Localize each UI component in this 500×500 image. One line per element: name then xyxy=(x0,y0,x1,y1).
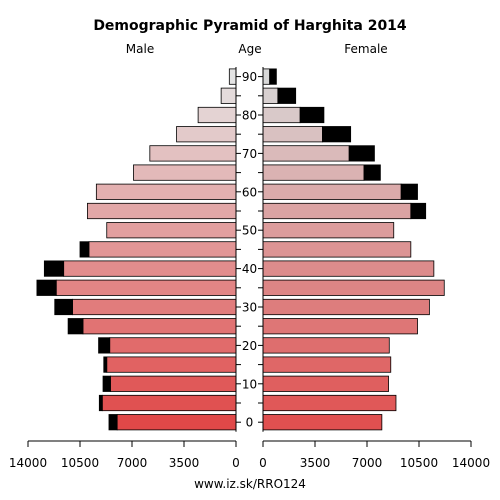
male-bar-20-24 xyxy=(109,337,237,354)
age-label: Age xyxy=(238,42,261,56)
female-label: Female xyxy=(344,42,387,56)
female-bar-65-69 xyxy=(262,164,365,181)
male-extra-bar-0-4 xyxy=(108,414,118,431)
female-bar-50-54 xyxy=(262,222,395,239)
age-tick-label: 90 xyxy=(242,70,257,84)
male-bar-0-4 xyxy=(116,414,237,431)
male-bar-30-34 xyxy=(72,298,237,316)
female-bar-45-49 xyxy=(262,241,412,258)
female-bar-5-9 xyxy=(262,394,397,412)
male-bar-45-49 xyxy=(88,241,237,258)
female-extra-bar-75-79 xyxy=(322,126,352,143)
male-bar-65-69 xyxy=(133,164,237,181)
axes-group: 90 80 70 60 50 40 30 20 10 0 14000 10500 7000 3500 0 0 3… xyxy=(9,67,490,470)
male-bar-25-29 xyxy=(82,318,237,335)
male-bar-15-19 xyxy=(106,356,237,373)
female-bar-0-4 xyxy=(262,414,383,431)
female-bar-20-24 xyxy=(262,337,390,354)
male-bar-80-84 xyxy=(197,106,237,124)
age-tick-label: 20 xyxy=(242,339,257,353)
female-bar-35-39 xyxy=(262,279,445,296)
x-tick-label-left: 7000 xyxy=(117,456,148,470)
male-extra-bar-40-44 xyxy=(43,260,65,277)
male-bar-40-44 xyxy=(63,260,237,277)
x-tick-label-right: 7000 xyxy=(352,456,383,470)
age-tick-label: 0 xyxy=(246,416,254,430)
male-extra-bar-5-9 xyxy=(98,394,103,412)
female-bar-55-59 xyxy=(262,202,412,220)
x-tick-label-right: 14000 xyxy=(452,456,490,470)
male-extra-bar-30-34 xyxy=(54,298,73,316)
footer-url: www.iz.sk/RRO124 xyxy=(194,477,306,491)
female-bar-15-19 xyxy=(262,356,392,373)
male-extra-bar-20-24 xyxy=(98,337,111,354)
x-tick-label-left: 0 xyxy=(232,456,240,470)
male-bar-90+ xyxy=(228,68,237,85)
female-bar-40-44 xyxy=(262,260,435,277)
male-extra-bar-15-19 xyxy=(103,356,108,373)
female-extra-bar-65-69 xyxy=(363,164,381,181)
female-extra-bar-80-84 xyxy=(299,106,325,124)
male-bar-60-64 xyxy=(95,183,237,200)
male-bar-10-14 xyxy=(110,375,237,392)
male-bar-85-89 xyxy=(220,87,237,104)
female-extra-bar-55-59 xyxy=(410,202,427,220)
male-bar-35-39 xyxy=(55,279,237,296)
age-tick-label: 30 xyxy=(242,301,257,315)
female-bar-10-14 xyxy=(262,375,389,392)
male-bar-55-59 xyxy=(87,202,237,220)
female-bar-75-79 xyxy=(262,126,323,143)
male-bar-75-79 xyxy=(176,126,237,143)
female-extra-bar-70-74 xyxy=(348,145,375,162)
age-tick-label: 60 xyxy=(242,185,257,199)
age-tick-label: 10 xyxy=(242,377,257,391)
age-tick-label: 80 xyxy=(242,109,257,123)
x-tick-label-left: 3500 xyxy=(169,456,200,470)
chart-title: Demographic Pyramid of Harghita 2014 xyxy=(93,18,407,34)
male-extra-bar-25-29 xyxy=(67,318,84,335)
x-tick-label-right: 0 xyxy=(259,456,267,470)
male-extra-bar-45-49 xyxy=(79,241,90,258)
x-tick-label-right: 3500 xyxy=(300,456,331,470)
male-bar-70-74 xyxy=(149,145,237,162)
female-extra-bar-90+ xyxy=(269,68,277,85)
male-bar-5-9 xyxy=(101,394,237,412)
female-bar-85-89 xyxy=(262,87,279,104)
female-bar-25-29 xyxy=(262,318,418,335)
female-bar-70-74 xyxy=(262,145,350,162)
female-bar-60-64 xyxy=(262,183,402,200)
female-extra-bar-85-89 xyxy=(277,87,297,104)
age-tick-label: 70 xyxy=(242,147,257,161)
female-bar-80-84 xyxy=(262,106,301,124)
female-bar-30-34 xyxy=(262,298,430,316)
x-tick-label-left: 14000 xyxy=(9,456,47,470)
female-extra-bar-60-64 xyxy=(400,183,418,200)
male-label: Male xyxy=(126,42,154,56)
male-extra-bar-35-39 xyxy=(36,279,57,296)
age-tick-label: 40 xyxy=(242,262,257,276)
male-bar-50-54 xyxy=(106,222,237,239)
male-extra-bar-10-14 xyxy=(102,375,111,392)
age-tick-label: 50 xyxy=(242,224,257,238)
x-tick-label-left: 10500 xyxy=(61,456,99,470)
female-bar-90+ xyxy=(262,68,271,85)
x-tick-label-right: 10500 xyxy=(400,456,438,470)
